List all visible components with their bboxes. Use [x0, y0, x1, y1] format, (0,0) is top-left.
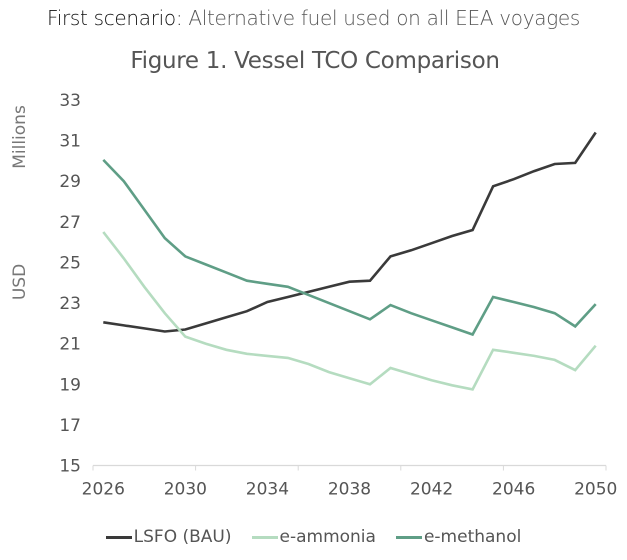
x-tick-label: 2050	[574, 480, 617, 500]
y-tick-label: 33	[59, 91, 81, 111]
x-tick-label: 2038	[328, 480, 371, 500]
supertitle: First scenario: Alternative fuel used on…	[0, 6, 627, 30]
chart-title: Figure 1. Vessel TCO Comparison	[130, 48, 500, 74]
series-line-e-methanol	[102, 158, 597, 337]
series-line-e-ammonia	[102, 231, 597, 391]
legend: LSFO (BAU) e-ammonia e-methanol	[0, 527, 627, 547]
supertitle-rest: Alternative fuel used on all EEA voyages	[182, 6, 581, 30]
y-tick-label: 25	[59, 253, 81, 273]
legend-swatch	[395, 535, 422, 539]
y-tick-label: 29	[59, 172, 81, 192]
legend-item: LSFO (BAU)	[105, 527, 232, 547]
series-line-lsfo-bau	[103, 131, 597, 333]
x-tick-label: 2030	[164, 480, 207, 500]
supertitle-bold: First scenario:	[46, 6, 183, 30]
x-tick-label: 2034	[246, 480, 289, 500]
y-tick-label: 21	[59, 335, 81, 355]
legend-label: LSFO (BAU)	[133, 527, 232, 547]
y-tick-label: 17	[59, 416, 81, 436]
legend-item: e-ammonia	[251, 527, 376, 547]
legend-item: e-methanol	[395, 527, 522, 547]
y-tick-label: 27	[59, 213, 81, 233]
legend-label: e-ammonia	[279, 527, 376, 547]
x-tick-label: 2046	[492, 480, 535, 500]
x-tick-label: 2026	[82, 480, 125, 500]
x-tick-label: 2042	[410, 480, 453, 500]
y-tick-label: 19	[59, 375, 81, 395]
y-axis-units-label: Millions	[10, 105, 30, 169]
y-tick-label: 31	[59, 132, 81, 152]
y-tick-label: 23	[59, 294, 81, 314]
y-axis-label: USD	[10, 264, 30, 300]
legend-swatch	[105, 535, 132, 539]
legend-label: e-methanol	[423, 527, 522, 547]
y-tick-label: 15	[59, 457, 81, 477]
legend-swatch	[251, 535, 278, 539]
